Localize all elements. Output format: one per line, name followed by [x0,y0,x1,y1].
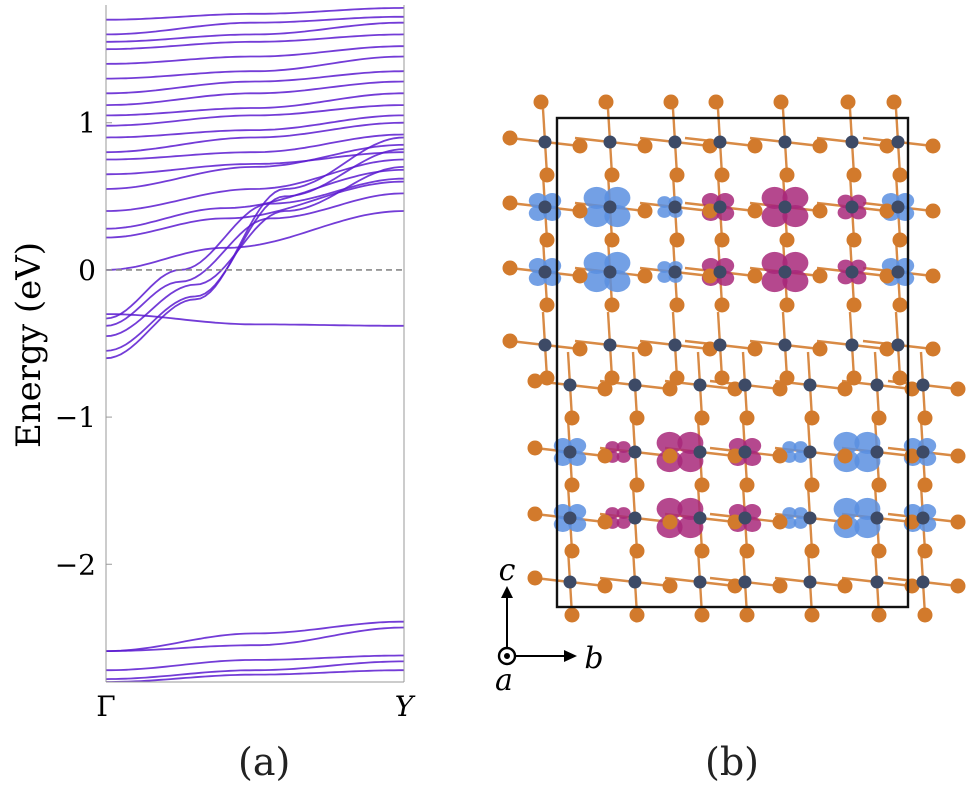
band-line-1 [106,620,404,652]
x-tick-label-gamma: Γ [96,690,115,723]
band-line-14 [106,168,404,230]
band-line-20 [106,114,404,139]
y-tick-label: 0 [78,254,96,287]
band-line-27 [106,33,404,51]
band-line-23 [106,80,404,106]
band-line-9 [106,166,404,337]
band-line-4 [106,660,404,680]
panel-b-caption: (b) [705,740,759,784]
band-line-19 [106,121,404,154]
y-tick-label: −1 [55,401,96,434]
band-line-26 [106,45,404,65]
y-tick-label: 1 [78,107,96,140]
band-line-16 [106,143,404,190]
band-line-21 [106,104,404,127]
x-tick-label-y: Y [395,690,416,723]
band-line-12 [106,210,404,271]
band-line-5 [106,669,404,682]
band-line-30 [106,7,404,21]
band-line-28 [106,21,404,43]
band-line-6 [106,313,404,327]
band-line-8 [106,192,404,327]
band-line-3 [106,654,404,672]
band-line-15 [106,158,404,212]
band-line-10 [106,148,404,352]
band-line-17 [106,151,404,176]
band-line-7 [106,177,404,320]
band-line-18 [106,133,404,161]
band-line-2 [106,626,404,652]
band-line-29 [106,15,404,36]
band-line-25 [106,55,404,80]
panel-a-caption: (a) [238,740,291,784]
y-tick-label: −2 [55,548,96,581]
band-line-13 [106,180,404,239]
y-axis-label: Energy (eV) [9,242,49,448]
band-line-24 [106,70,404,95]
band-line-22 [106,92,404,117]
